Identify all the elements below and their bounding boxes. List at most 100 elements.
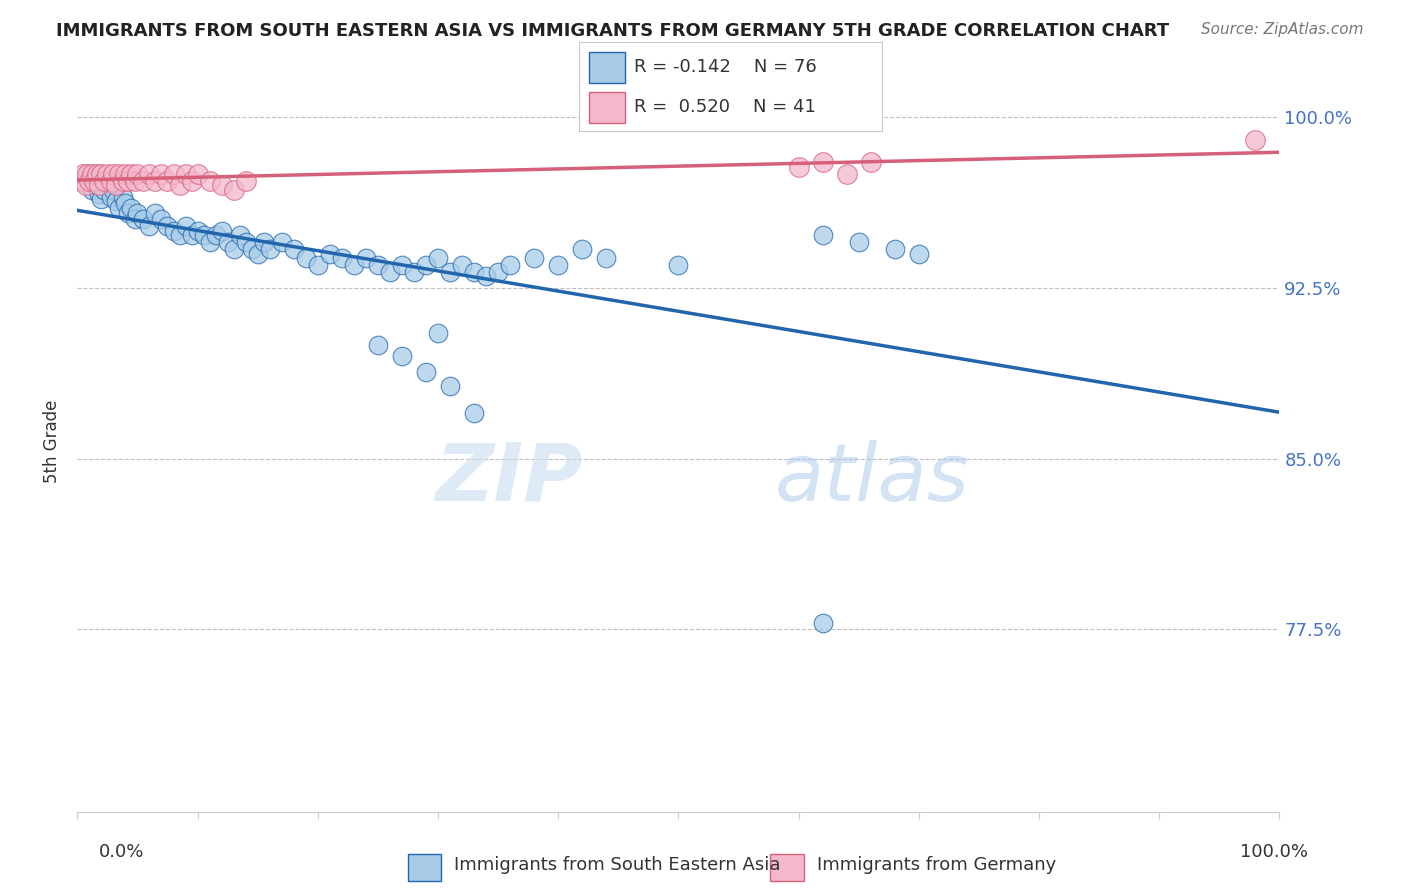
Point bbox=[87, 178, 110, 193]
Point bbox=[80, 167, 103, 181]
Point bbox=[169, 178, 191, 193]
Point bbox=[235, 235, 257, 250]
Point bbox=[169, 228, 191, 243]
Point bbox=[114, 196, 136, 211]
Text: Source: ZipAtlas.com: Source: ZipAtlas.com bbox=[1201, 22, 1364, 37]
Point bbox=[174, 167, 197, 181]
Point bbox=[253, 235, 276, 250]
Point bbox=[100, 174, 122, 188]
Text: R =  0.520    N = 41: R = 0.520 N = 41 bbox=[634, 98, 815, 116]
Point bbox=[120, 201, 142, 215]
Point bbox=[132, 212, 155, 227]
Text: R = -0.142    N = 76: R = -0.142 N = 76 bbox=[634, 59, 817, 77]
Point bbox=[180, 174, 202, 188]
Point bbox=[70, 174, 93, 188]
Text: 100.0%: 100.0% bbox=[1240, 843, 1308, 861]
Point bbox=[848, 235, 870, 250]
Point bbox=[391, 258, 413, 272]
Point bbox=[343, 258, 366, 272]
Point bbox=[104, 178, 127, 193]
Point bbox=[150, 212, 173, 227]
Point bbox=[463, 406, 485, 420]
Point bbox=[307, 258, 329, 272]
Point bbox=[787, 160, 810, 174]
FancyBboxPatch shape bbox=[589, 53, 624, 83]
Point bbox=[499, 258, 522, 272]
Point bbox=[811, 155, 834, 169]
Text: 0.0%: 0.0% bbox=[98, 843, 143, 861]
Point bbox=[571, 242, 593, 256]
FancyBboxPatch shape bbox=[579, 42, 883, 132]
Point bbox=[93, 174, 115, 188]
Point bbox=[80, 183, 103, 197]
Point bbox=[330, 251, 353, 265]
Point bbox=[117, 205, 139, 219]
Point bbox=[475, 269, 498, 284]
FancyBboxPatch shape bbox=[589, 92, 624, 122]
Point bbox=[1244, 133, 1267, 147]
Point bbox=[104, 194, 127, 209]
Point bbox=[150, 167, 173, 181]
FancyBboxPatch shape bbox=[770, 855, 804, 881]
Point bbox=[100, 189, 122, 203]
Text: IMMIGRANTS FROM SOUTH EASTERN ASIA VS IMMIGRANTS FROM GERMANY 5TH GRADE CORRELAT: IMMIGRANTS FROM SOUTH EASTERN ASIA VS IM… bbox=[56, 22, 1170, 40]
Point bbox=[76, 167, 98, 181]
Point bbox=[228, 228, 250, 243]
Point bbox=[156, 219, 179, 234]
Point bbox=[415, 365, 437, 379]
Point bbox=[427, 326, 450, 341]
Point bbox=[439, 265, 461, 279]
Y-axis label: 5th Grade: 5th Grade bbox=[44, 400, 62, 483]
Point bbox=[668, 258, 690, 272]
Point bbox=[427, 251, 450, 265]
Point bbox=[378, 265, 401, 279]
Point bbox=[451, 258, 474, 272]
Point bbox=[883, 242, 905, 256]
Point bbox=[270, 235, 292, 250]
Point bbox=[90, 192, 112, 206]
Point bbox=[240, 242, 263, 256]
Point bbox=[391, 349, 413, 363]
Point bbox=[111, 189, 134, 203]
Point bbox=[127, 167, 149, 181]
Point bbox=[124, 174, 146, 188]
Point bbox=[138, 167, 160, 181]
Point bbox=[93, 183, 115, 197]
Point bbox=[174, 219, 197, 234]
Point bbox=[108, 201, 131, 215]
Point bbox=[132, 174, 155, 188]
Point bbox=[463, 265, 485, 279]
Point bbox=[145, 174, 167, 188]
Point bbox=[79, 174, 101, 188]
Point bbox=[198, 235, 221, 250]
Point bbox=[162, 167, 184, 181]
Point bbox=[96, 167, 118, 181]
Point bbox=[415, 258, 437, 272]
Point bbox=[217, 235, 239, 250]
Point bbox=[486, 265, 509, 279]
Point bbox=[186, 224, 209, 238]
Text: Immigrants from South Eastern Asia: Immigrants from South Eastern Asia bbox=[454, 856, 780, 874]
Point bbox=[186, 167, 209, 181]
Point bbox=[835, 167, 858, 181]
Point bbox=[367, 337, 389, 351]
Text: ZIP: ZIP bbox=[434, 440, 582, 517]
Point bbox=[103, 183, 125, 197]
Point bbox=[90, 167, 112, 181]
Text: Immigrants from Germany: Immigrants from Germany bbox=[817, 856, 1056, 874]
Point bbox=[96, 174, 118, 188]
Point bbox=[117, 174, 139, 188]
Point bbox=[811, 615, 834, 630]
Point bbox=[859, 155, 882, 169]
Point bbox=[156, 174, 179, 188]
FancyBboxPatch shape bbox=[408, 855, 441, 881]
Point bbox=[211, 178, 233, 193]
Point bbox=[235, 174, 257, 188]
Point bbox=[114, 167, 136, 181]
Point bbox=[222, 242, 245, 256]
Point bbox=[246, 246, 269, 260]
Point bbox=[127, 205, 149, 219]
Point bbox=[294, 251, 316, 265]
Point bbox=[547, 258, 569, 272]
Point bbox=[354, 251, 377, 265]
